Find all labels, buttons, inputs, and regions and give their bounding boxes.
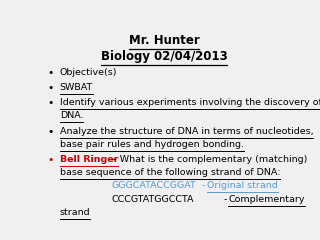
- Text: Bell Ringer: Bell Ringer: [60, 155, 118, 164]
- Text: SWBAT: SWBAT: [60, 83, 93, 92]
- Text: base pair rules and hydrogen bonding.: base pair rules and hydrogen bonding.: [60, 140, 244, 149]
- Text: •: •: [47, 68, 54, 78]
- Text: Mr. Hunter: Mr. Hunter: [129, 34, 199, 47]
- Text: base sequence of the following strand of DNA:: base sequence of the following strand of…: [60, 168, 280, 177]
- Text: •: •: [47, 98, 54, 108]
- Text: Original strand: Original strand: [207, 181, 278, 190]
- Text: -: -: [224, 195, 230, 204]
- Text: DNA.: DNA.: [60, 111, 84, 120]
- Text: •: •: [47, 127, 54, 137]
- Text: Objective(s): Objective(s): [60, 68, 117, 77]
- Text: •: •: [47, 83, 54, 93]
- Text: Identify various experiments involving the discovery of: Identify various experiments involving t…: [60, 98, 320, 107]
- Text: Complementary: Complementary: [228, 195, 305, 204]
- Text: Analyze the structure of DNA in terms of nucleotides,: Analyze the structure of DNA in terms of…: [60, 127, 314, 136]
- Text: GGGCATACCGGAT: GGGCATACCGGAT: [112, 181, 197, 190]
- Text: -: -: [203, 181, 209, 190]
- Text: – What is the complementary (matching): – What is the complementary (matching): [112, 155, 307, 164]
- Text: CCCGTATGGCCTA: CCCGTATGGCCTA: [112, 195, 195, 204]
- Text: Biology 02/04/2013: Biology 02/04/2013: [100, 50, 228, 63]
- Text: •: •: [47, 155, 54, 165]
- Text: strand: strand: [60, 208, 91, 217]
